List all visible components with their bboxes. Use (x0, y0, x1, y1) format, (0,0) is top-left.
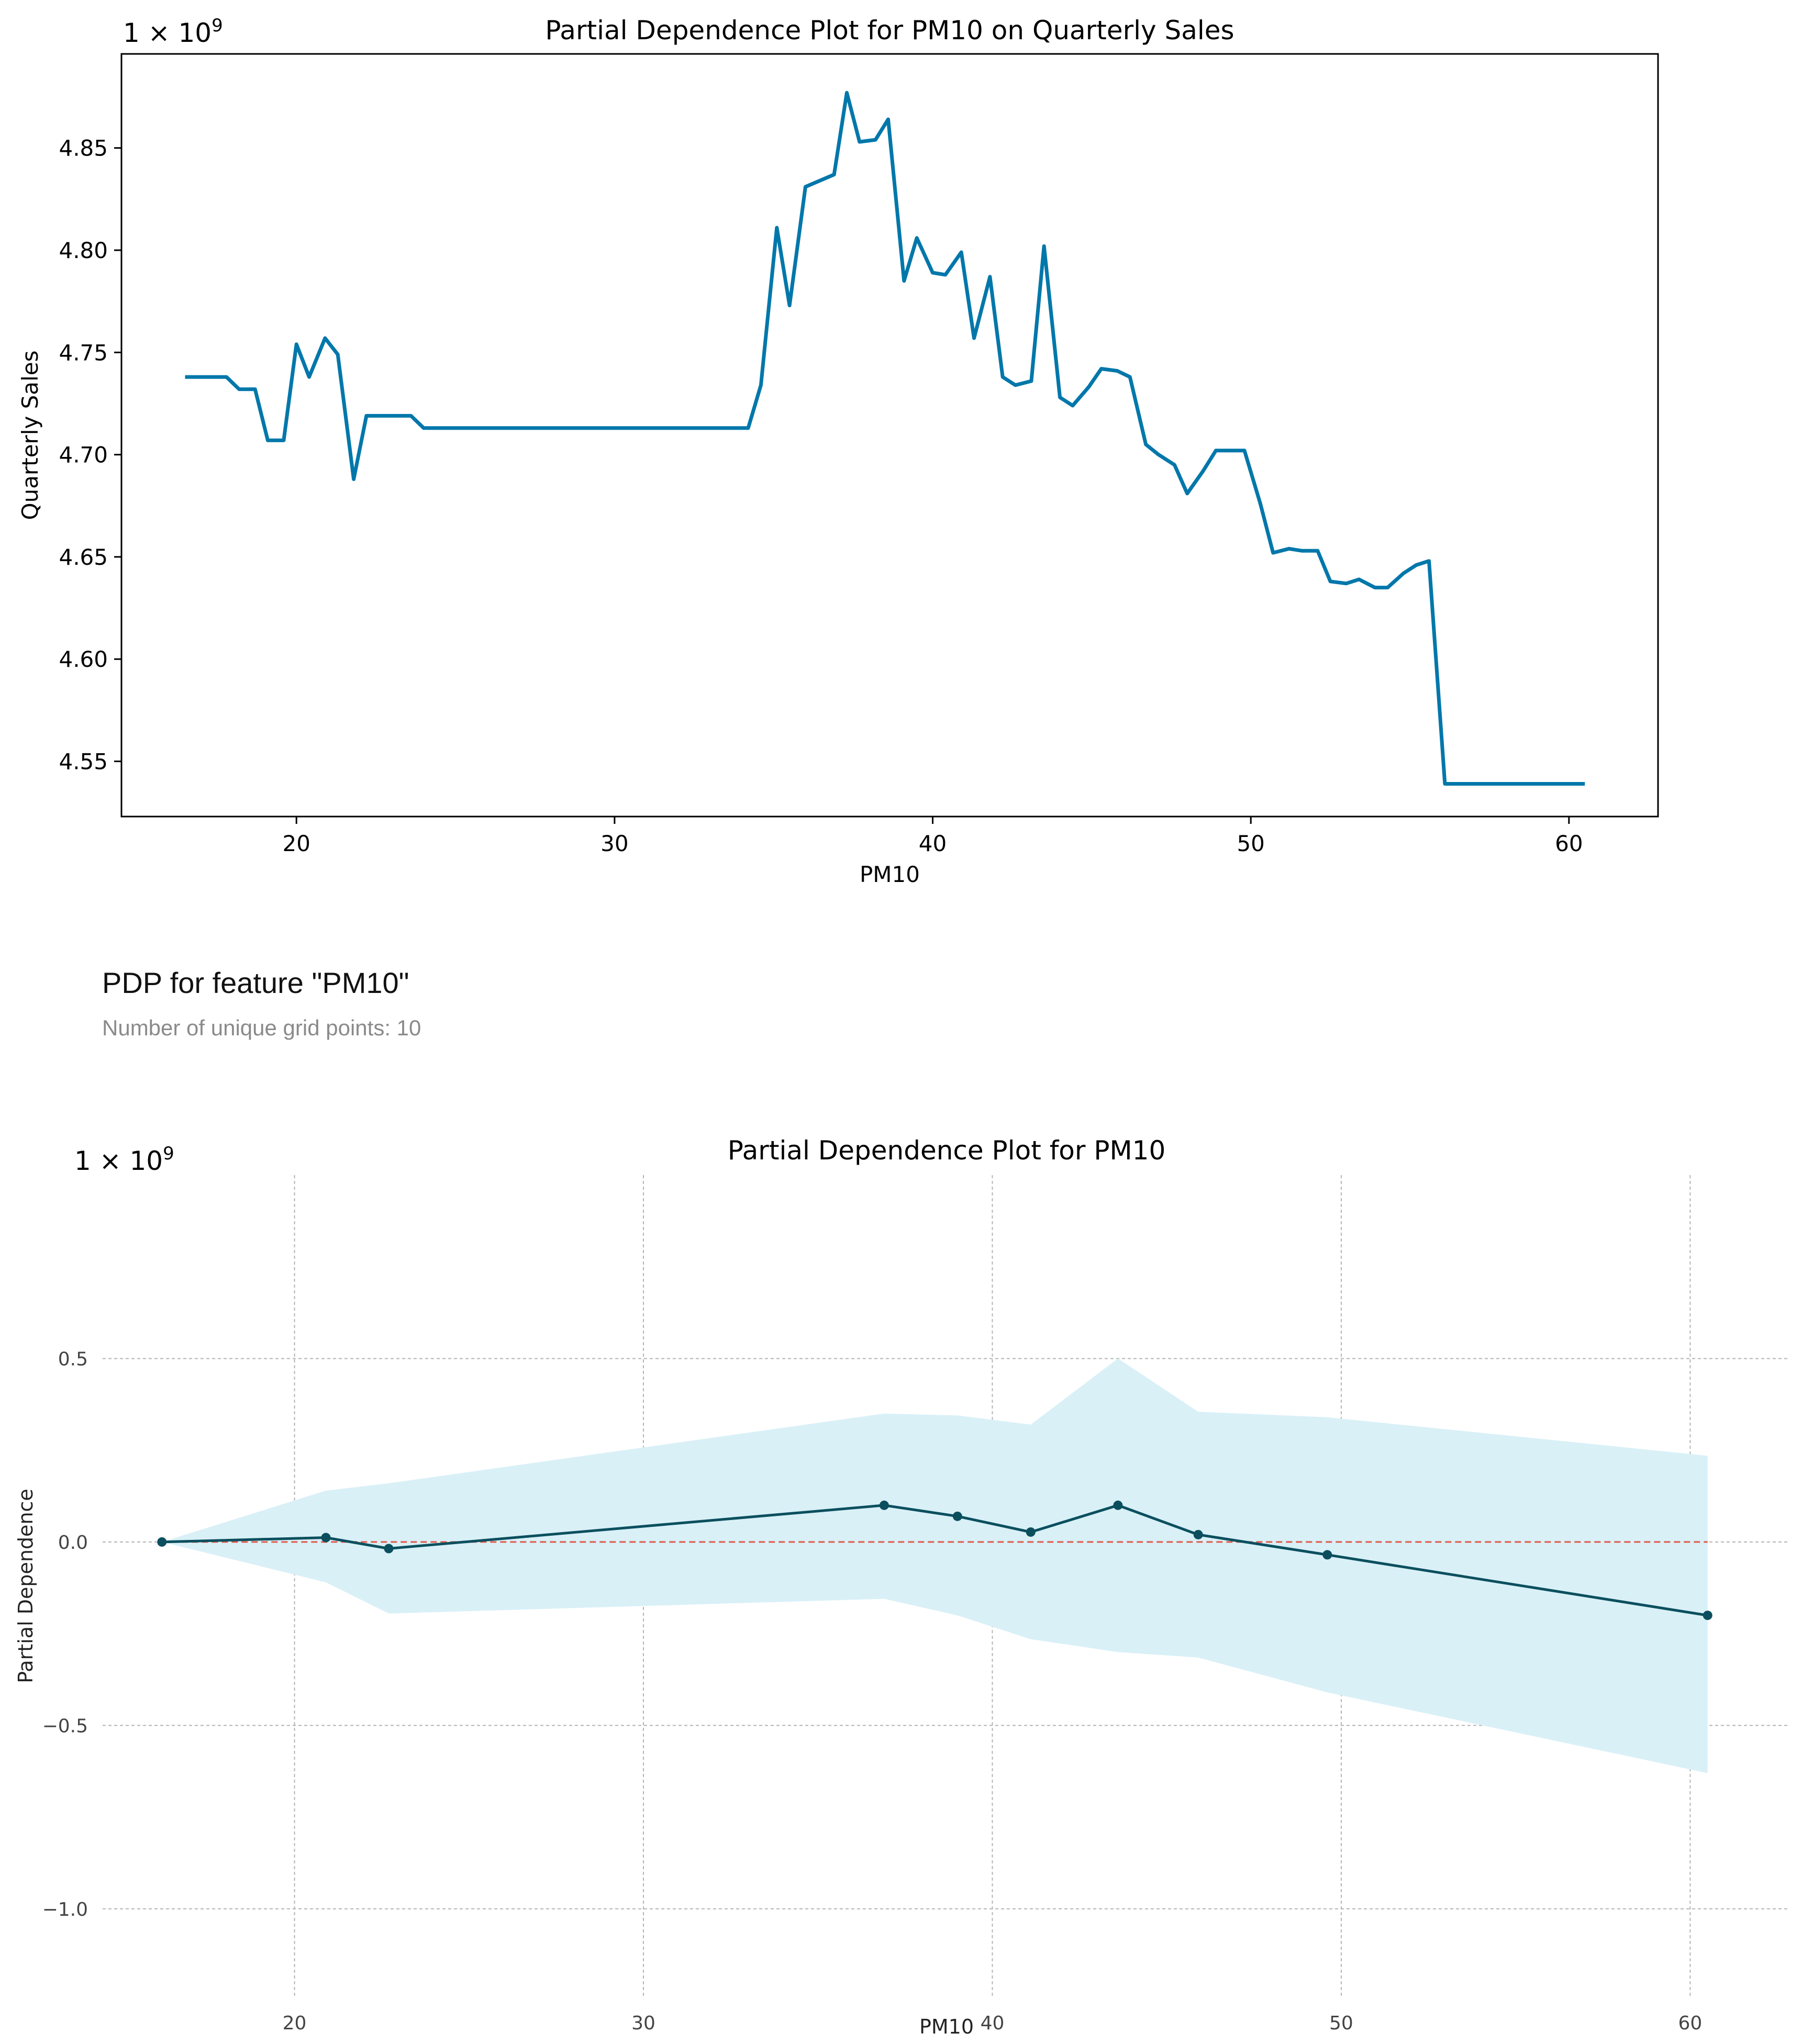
y-axis-label: Quarterly Sales (17, 351, 43, 520)
x-tick-label: 30 (631, 2013, 655, 2034)
axis-multiplier: 1 × 109 (123, 15, 223, 48)
y-tick-label: 0.0 (58, 1532, 88, 1554)
data-point (1322, 1550, 1332, 1560)
x-tick-label: 60 (1678, 2013, 1702, 2034)
data-point (879, 1500, 889, 1510)
x-tick-label: 30 (600, 831, 628, 856)
axis-multiplier: 1 × 109 (74, 1143, 174, 1176)
x-tick-label: 20 (282, 831, 310, 856)
pdp-header-title: PDP for feature "PM10" (102, 966, 409, 999)
y-tick-label: 4.55 (59, 749, 108, 775)
pdp-header-subtitle: Number of unique grid points: 10 (102, 1015, 421, 1040)
x-axis-label: PM10 (860, 862, 920, 887)
y-tick-label: 4.70 (59, 442, 108, 468)
chart-title: Partial Dependence Plot for PM10 on Quar… (545, 15, 1234, 46)
data-point (1026, 1527, 1036, 1537)
y-tick-label: 0.5 (58, 1348, 88, 1370)
data-point (952, 1511, 962, 1521)
y-tick-label: 4.80 (59, 238, 108, 263)
x-tick-label: 40 (981, 2013, 1005, 2034)
chart-partial-dependence: 20 30 40 50 60 −1.0 −0.5 0.0 0.5 Partial Dependen… (14, 1135, 1788, 2038)
x-tick-label: 20 (283, 2013, 307, 2034)
data-point (321, 1533, 331, 1543)
confidence-band (162, 1358, 1708, 1773)
data-point (384, 1544, 394, 1554)
series-line (185, 91, 1585, 786)
chart-quarterly-sales: 20 30 40 50 60 4.55 4.60 4.65 4.70 4.75 4.80 4.85 Pa… (17, 15, 1659, 887)
y-tick-label: −1.0 (42, 1899, 88, 1920)
x-tick-label: 50 (1329, 2013, 1353, 2034)
data-point (1193, 1529, 1203, 1539)
y-tick-label: 4.60 (59, 646, 108, 672)
series-line (162, 1504, 1708, 1617)
x-tick-label: 60 (1555, 831, 1583, 856)
y-tick-label: 4.75 (59, 340, 108, 365)
x-axis-label: PM10 (919, 2015, 974, 2038)
y-tick-label: 4.85 (59, 136, 108, 161)
data-point (1703, 1611, 1712, 1621)
y-tick-label: −0.5 (42, 1715, 88, 1737)
plot-frame (120, 53, 1659, 818)
chart-title: Partial Dependence Plot for PM10 (728, 1135, 1166, 1166)
x-tick-label: 40 (919, 831, 947, 856)
y-tick-label: 4.65 (59, 544, 108, 570)
y-axis-label: Partial Dependence (14, 1489, 37, 1683)
data-point (1113, 1500, 1123, 1510)
data-point (157, 1537, 167, 1547)
x-tick-label: 50 (1237, 831, 1264, 856)
